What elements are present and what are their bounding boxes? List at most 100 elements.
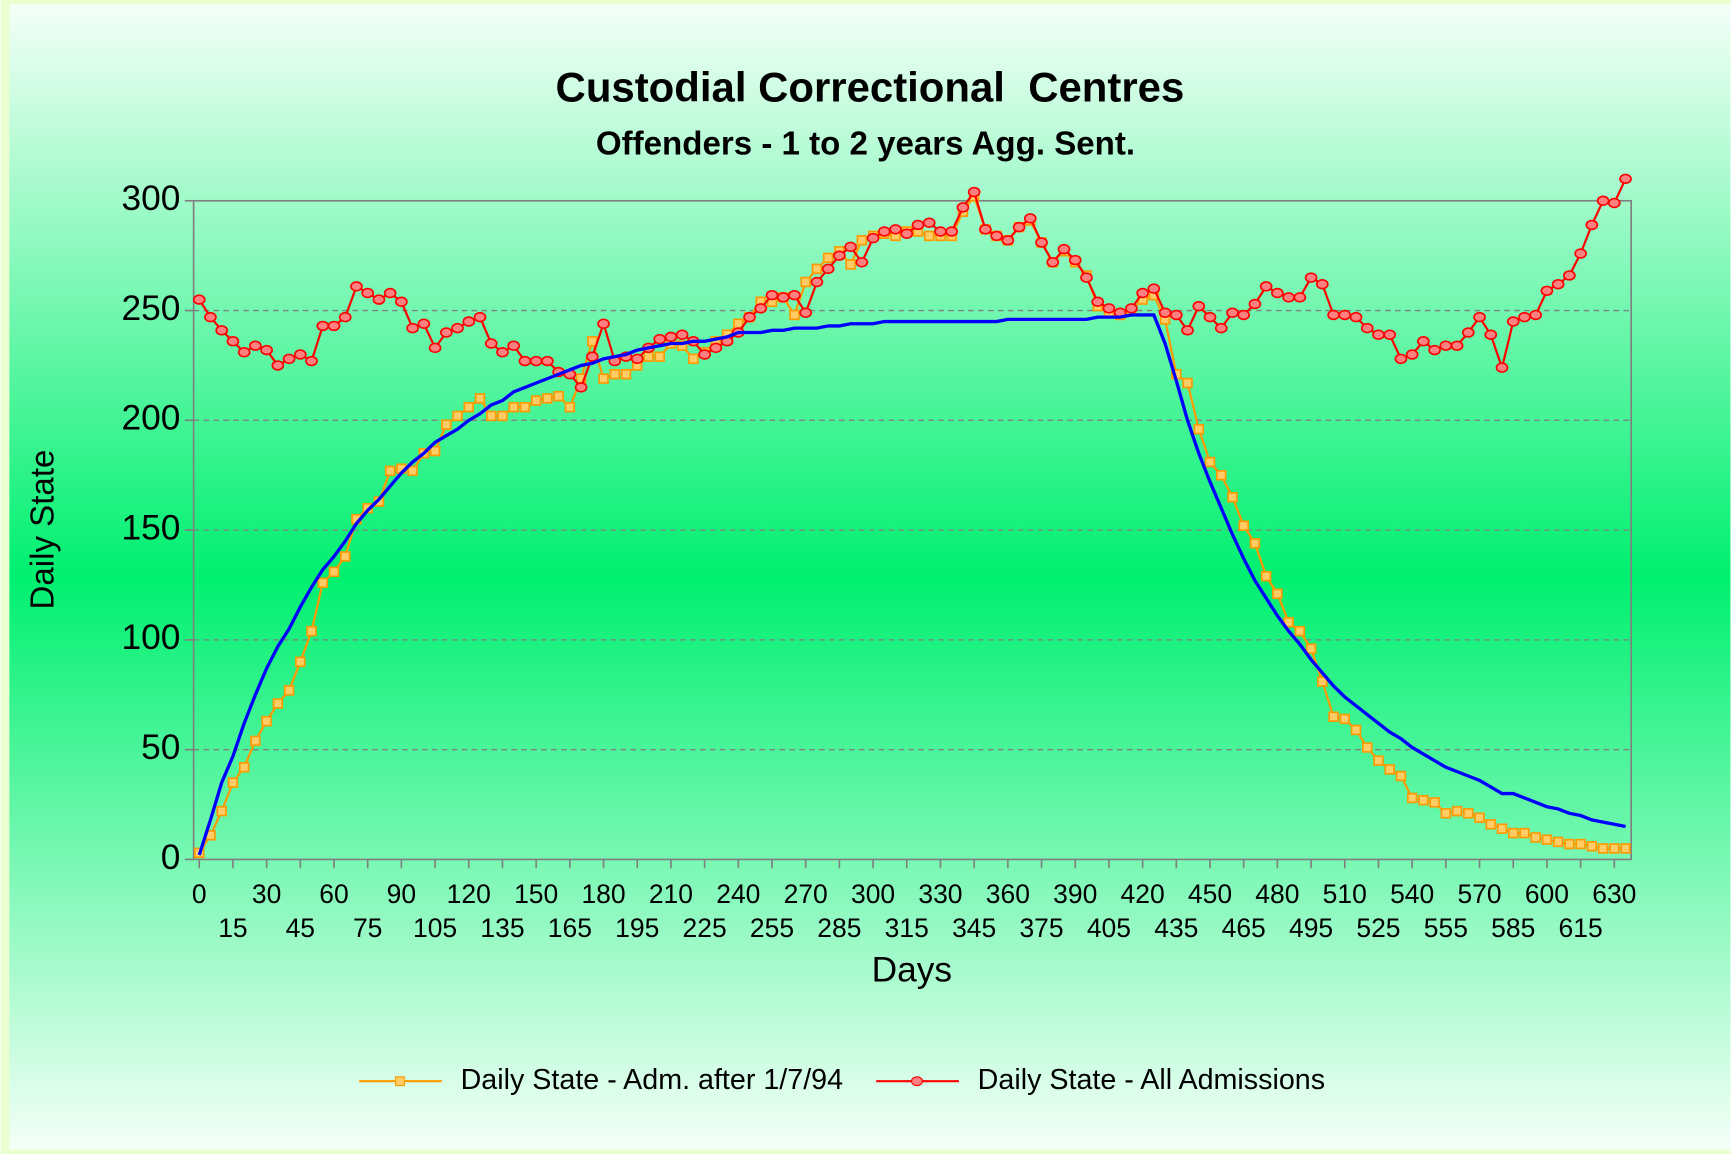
marker [1192,300,1206,312]
x-tick-label: 480 [1255,879,1299,909]
marker [1203,311,1217,323]
marker [474,393,486,404]
marker [384,465,396,477]
marker [1428,344,1441,356]
x-tick-label: 615 [1559,913,1603,943]
marker [1361,742,1373,753]
marker [911,219,925,231]
marker [1609,843,1620,854]
marker [1068,254,1082,266]
marker [1023,213,1037,224]
marker [1182,377,1193,389]
marker [204,311,217,323]
legend-label: Daily State - All Admissions [978,1064,1325,1096]
marker [542,393,553,404]
marker [282,353,296,365]
marker [676,340,688,351]
marker [452,410,463,422]
marker [361,287,375,299]
marker [417,318,431,329]
marker [496,347,509,358]
x-tick-label: 420 [1121,879,1165,909]
marker [237,347,251,358]
x-tick-label: 120 [447,879,491,909]
background [9,4,1731,1150]
marker [1439,340,1453,351]
marker [1506,316,1520,327]
marker [1529,309,1543,321]
marker [811,263,823,275]
marker [1552,836,1564,848]
marker [317,577,329,589]
marker [484,338,498,349]
marker [654,351,665,362]
marker [1496,823,1508,834]
marker [306,625,317,637]
x-axis-label: Days [872,950,952,989]
marker [1136,287,1149,299]
marker [215,325,229,336]
marker [1395,770,1407,782]
marker [1282,292,1295,303]
marker [271,360,285,371]
marker [327,320,341,332]
marker [653,333,667,345]
x-tick-label: 495 [1289,913,1333,943]
marker [945,226,959,237]
marker [1315,278,1329,290]
marker [485,410,497,422]
y-tick-label: 100 [121,618,180,657]
marker [743,311,756,323]
marker [1597,843,1609,854]
marker [598,373,609,384]
x-tick-label: 270 [784,879,828,909]
x-tick-label: 45 [286,913,315,943]
marker [338,311,352,323]
marker [1563,270,1576,281]
marker [1484,329,1498,340]
marker [1507,827,1519,839]
marker [900,228,914,239]
marker [1293,292,1307,303]
marker [406,322,419,334]
marker [709,342,723,354]
marker [1012,221,1026,233]
marker [1305,643,1317,654]
marker [1349,311,1363,323]
marker [293,349,307,360]
marker [845,259,856,270]
x-tick-label: 405 [1087,913,1131,943]
marker [1147,283,1161,294]
marker [620,368,632,380]
marker [283,685,295,696]
x-tick-label: 135 [480,913,524,943]
y-tick-label: 200 [121,399,180,438]
marker [990,230,1003,242]
x-tick-label: 105 [413,913,457,943]
marker [1204,456,1216,468]
marker [507,340,521,351]
marker [1540,285,1554,297]
x-tick-label: 210 [649,879,693,909]
marker [328,566,340,578]
marker [497,410,508,422]
marker [395,296,408,308]
x-tick-label: 390 [1053,879,1097,909]
marker [1091,296,1105,308]
marker [473,311,487,323]
marker [585,351,599,362]
marker [1575,838,1586,850]
marker [1596,195,1610,207]
marker [688,353,699,365]
x-tick-label: 330 [918,879,962,909]
marker [1338,309,1352,321]
marker [1564,838,1575,850]
marker [1304,272,1318,283]
x-tick-label: 300 [851,879,895,909]
legend-label: Daily State - Adm. after 1/7/94 [461,1064,844,1096]
legend-marker [910,1076,924,1087]
x-tick-label: 180 [581,879,625,909]
marker [407,465,418,477]
marker [1193,423,1205,435]
marker [1046,257,1060,268]
